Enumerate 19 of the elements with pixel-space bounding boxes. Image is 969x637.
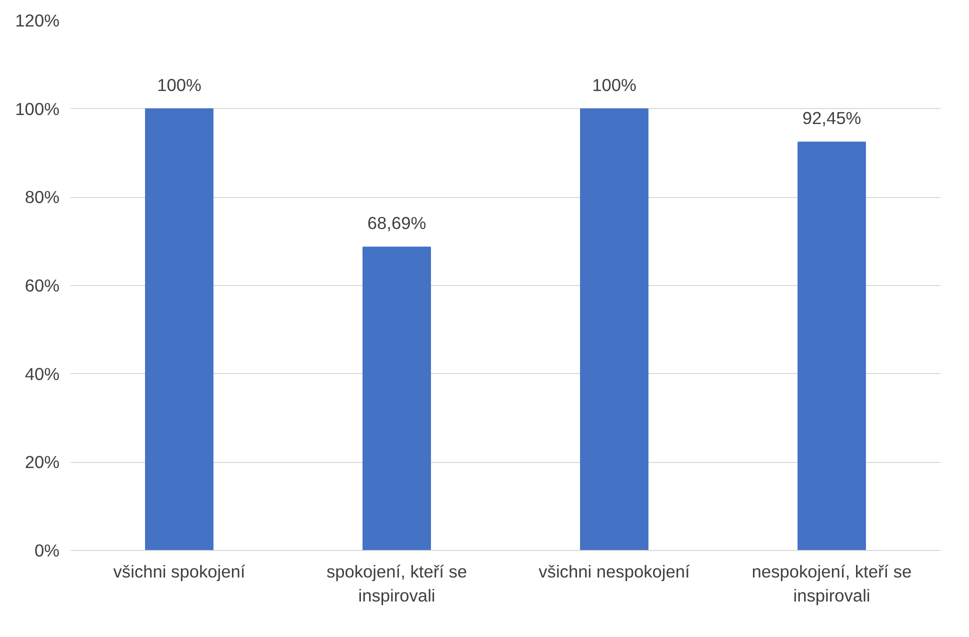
y-tick-label: 40% xyxy=(24,364,60,384)
bar xyxy=(145,108,214,550)
y-tick-label: 20% xyxy=(24,452,60,472)
y-tick-label: 60% xyxy=(24,276,60,296)
x-tick-label: spokojení, kteří se inspirovali xyxy=(326,562,468,606)
bar xyxy=(362,246,431,550)
x-tick-label: nespokojení, kteří se inspirovali xyxy=(752,562,912,606)
y-tick-label: 0% xyxy=(34,540,60,560)
y-tick-label: 100% xyxy=(15,98,60,119)
data-label: 100% xyxy=(157,74,202,95)
x-tick-label: všichni nespokojení xyxy=(538,562,690,582)
bar xyxy=(798,142,866,550)
data-label: 92,45% xyxy=(802,108,862,128)
bar xyxy=(580,108,648,550)
data-label: 100% xyxy=(592,74,636,95)
x-tick-label: všichni spokojení xyxy=(113,562,246,582)
data-label: 68,69% xyxy=(367,213,426,234)
y-tick-label: 120% xyxy=(15,10,60,30)
y-tick-label: 80% xyxy=(24,187,60,208)
